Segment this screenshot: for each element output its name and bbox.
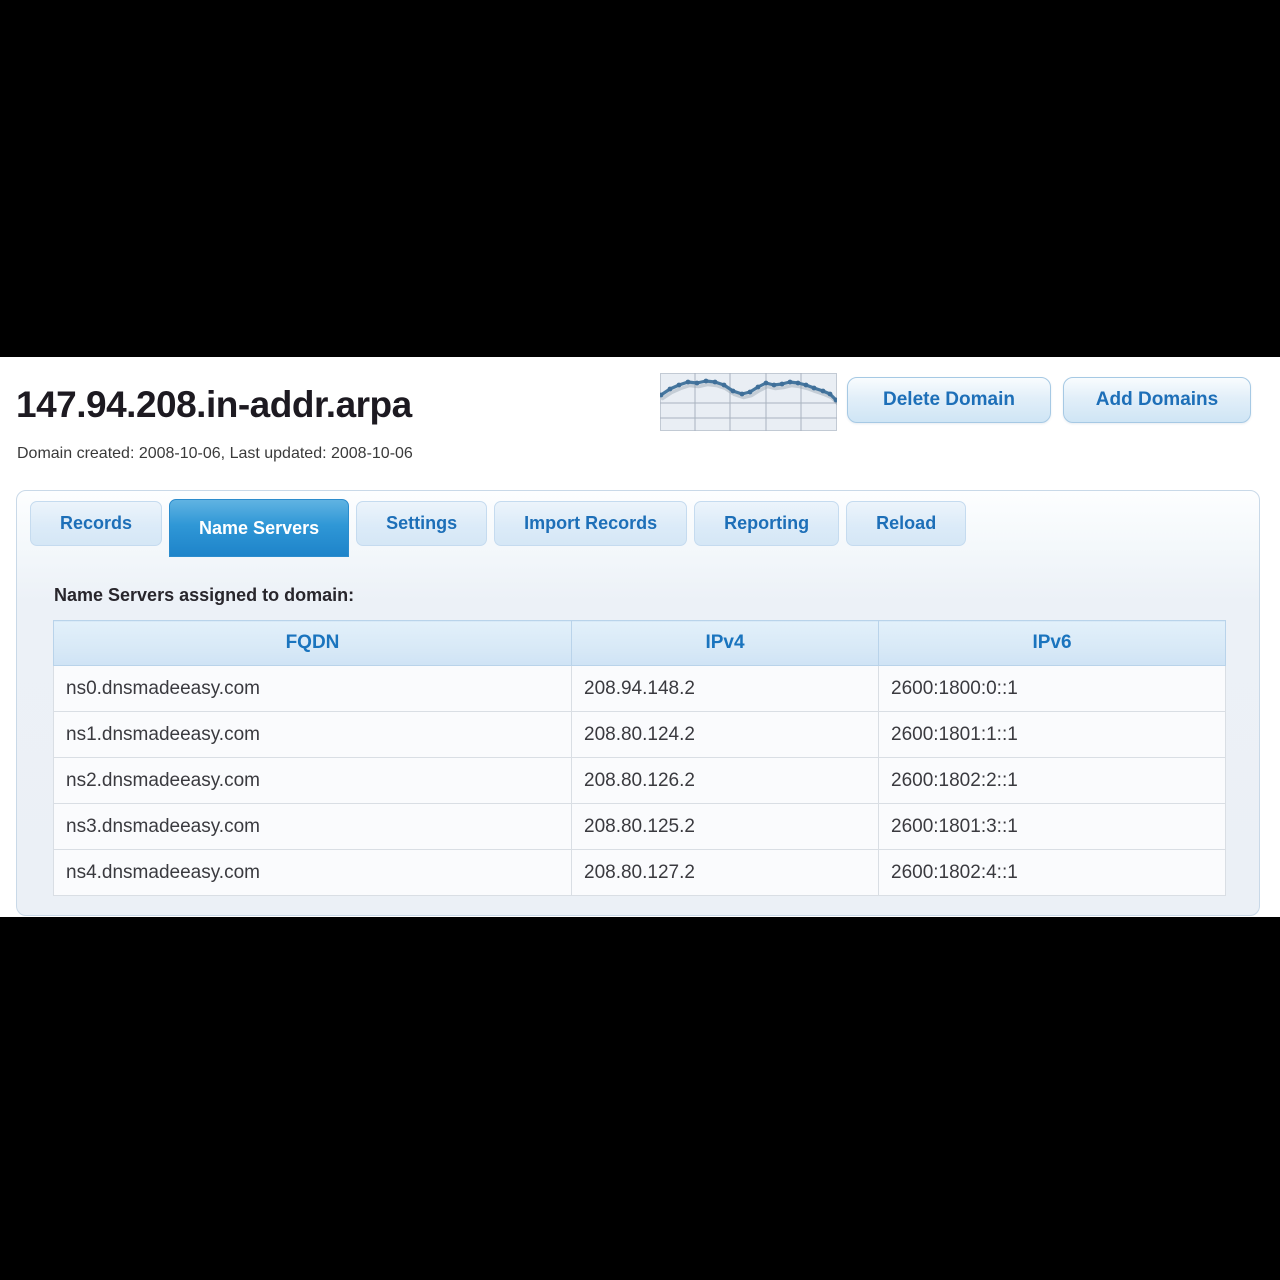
fqdn-cell: ns1.dnsmadeeasy.com xyxy=(53,711,572,758)
ipv6-cell: 2600:1800:0::1 xyxy=(878,665,1226,712)
sparkline-icon xyxy=(660,373,837,431)
tab-records[interactable]: Records xyxy=(30,501,163,546)
tab-bar: Records Name Servers Settings Import Record… xyxy=(30,499,967,557)
tab-settings[interactable]: Settings xyxy=(356,501,488,546)
content-band: 147.94.208.in-addr.arpa Domain created: … xyxy=(0,357,1280,917)
table-row: ns1.dnsmadeeasy.com 208.80.124.2 2600:1801… xyxy=(53,711,1226,758)
column-header-ipv6: IPv6 xyxy=(878,620,1226,666)
ipv6-cell: 2600:1801:1::1 xyxy=(878,711,1226,758)
tab-reporting[interactable]: Reporting xyxy=(694,501,840,546)
fqdn-cell: ns4.dnsmadeeasy.com xyxy=(53,849,572,896)
traffic-sparkline-chart[interactable] xyxy=(660,373,837,431)
ipv4-cell: 208.80.125.2 xyxy=(571,803,879,850)
ipv6-cell: 2600:1802:4::1 xyxy=(878,849,1226,896)
domain-panel: Records Name Servers Settings Import Record… xyxy=(16,490,1260,916)
ipv4-cell: 208.94.148.2 xyxy=(571,665,879,712)
fqdn-cell: ns2.dnsmadeeasy.com xyxy=(53,757,572,804)
ipv4-cell: 208.80.126.2 xyxy=(571,757,879,804)
fqdn-cell: ns0.dnsmadeeasy.com xyxy=(53,665,572,712)
tab-import-records[interactable]: Import Records xyxy=(494,501,688,546)
table-row: ns4.dnsmadeeasy.com 208.80.127.2 2600:1802… xyxy=(53,849,1226,896)
fqdn-cell: ns3.dnsmadeeasy.com xyxy=(53,803,572,850)
table-row: ns0.dnsmadeeasy.com 208.94.148.2 2600:1800… xyxy=(53,665,1226,712)
table-header-row: FQDN IPv4 IPv6 xyxy=(53,620,1226,666)
add-domains-button[interactable]: Add Domains xyxy=(1063,377,1251,423)
column-header-ipv4: IPv4 xyxy=(571,620,879,666)
delete-domain-button[interactable]: Delete Domain xyxy=(847,377,1051,423)
domain-dates-text: Domain created: 2008-10-06, Last updated… xyxy=(17,445,413,462)
table-row: ns2.dnsmadeeasy.com 208.80.126.2 2600:1802… xyxy=(53,757,1226,804)
section-label: Name Servers assigned to domain: xyxy=(54,585,355,605)
ipv6-cell: 2600:1801:3::1 xyxy=(878,803,1226,850)
ipv4-cell: 208.80.127.2 xyxy=(571,849,879,896)
name-servers-table: FQDN IPv4 IPv6 ns0.dnsmadeeasy.com 208.94.1… xyxy=(53,620,1226,896)
column-header-fqdn: FQDN xyxy=(53,620,572,666)
ipv6-cell: 2600:1802:2::1 xyxy=(878,757,1226,804)
page-title: 147.94.208.in-addr.arpa xyxy=(16,384,412,425)
tab-reload[interactable]: Reload xyxy=(846,501,967,546)
ipv4-cell: 208.80.124.2 xyxy=(571,711,879,758)
tab-name-servers[interactable]: Name Servers xyxy=(169,499,350,557)
table-row: ns3.dnsmadeeasy.com 208.80.125.2 2600:1801… xyxy=(53,803,1226,850)
